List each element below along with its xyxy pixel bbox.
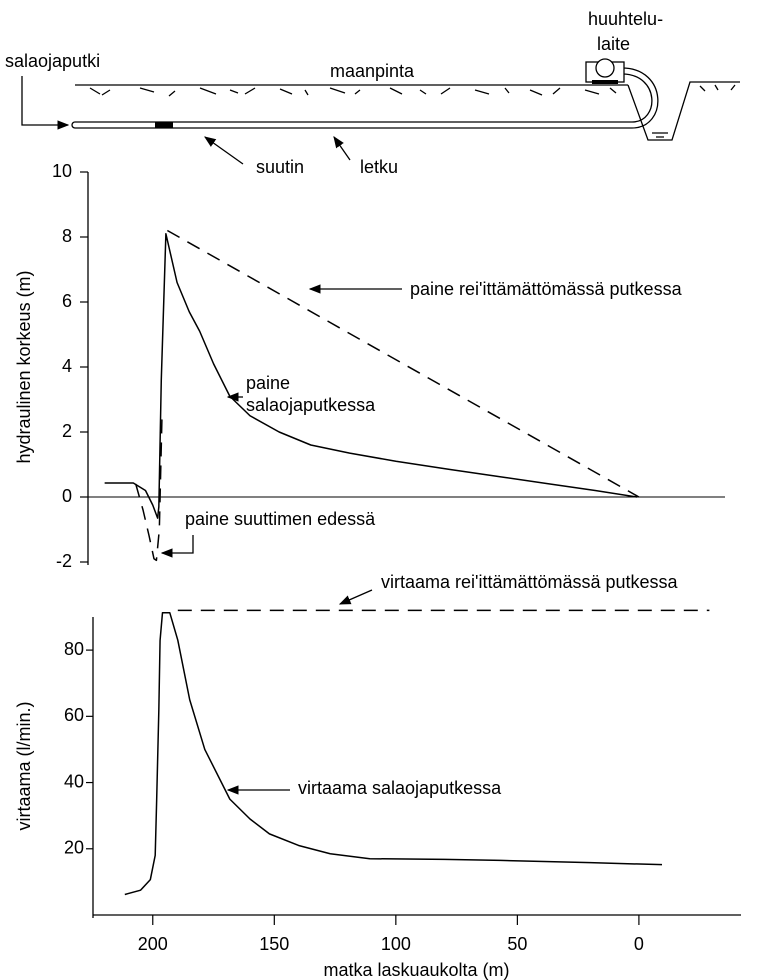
annotation-arrow	[338, 589, 373, 605]
data-line	[124, 611, 663, 896]
series-annotation: virtaama salaojaputkessa	[298, 778, 502, 798]
hose-loop	[621, 67, 659, 129]
pipe-label: salaojaputki	[5, 51, 100, 71]
data-line	[104, 233, 638, 519]
pipe-arrow	[21, 76, 70, 130]
y-axis-label: hydraulinen korkeus (m)	[14, 270, 34, 463]
field-diagram: salaojaputki maanpinta huuhtelu- laite s…	[5, 9, 740, 177]
x-tick-label: 50	[507, 934, 527, 954]
y-tick-label: 6	[62, 291, 72, 311]
nozzle	[155, 122, 173, 128]
y-tick-label: 4	[62, 356, 72, 376]
x-tick-label: 150	[259, 934, 289, 954]
series-annotation: paine suuttimen edessä	[185, 509, 376, 529]
y-tick-label: 20	[64, 838, 84, 858]
y-tick-label: 8	[62, 226, 72, 246]
series-annotation: paine rei'ittämättömässä putkessa	[410, 279, 683, 299]
y-tick-label: 2	[62, 421, 72, 441]
x-tick-label: 200	[138, 934, 168, 954]
y-tick-label: 80	[64, 639, 84, 659]
device-label: huuhtelu-	[588, 9, 663, 29]
hose-label: letku	[360, 157, 398, 177]
flushing-device	[585, 58, 625, 84]
data-line	[135, 415, 163, 562]
series-annotation: paine salaojaputkessa	[246, 373, 376, 415]
device-label: laite	[597, 34, 630, 54]
y-tick-label: 60	[64, 705, 84, 725]
y-tick-label: -2	[56, 551, 72, 571]
data-line	[166, 229, 640, 498]
x-axis-label: matka laskuaukolta (m)	[323, 960, 509, 980]
soil-hatching	[89, 84, 736, 97]
nozzle-label: suutin	[256, 157, 304, 177]
ground-label: maanpinta	[330, 61, 415, 81]
ditch	[627, 81, 740, 141]
y-tick-label: 10	[52, 161, 72, 181]
series-annotation: virtaama rei'ittämättömässä putkessa	[381, 572, 679, 592]
water-level	[652, 132, 668, 138]
nozzle-arrow	[204, 136, 244, 165]
y-tick-label: 0	[62, 486, 72, 506]
x-tick-label: 100	[381, 934, 411, 954]
x-tick-label: 0	[634, 934, 644, 954]
hose-arrow	[333, 136, 351, 161]
y-axis-label: virtaama (l/min.)	[14, 701, 34, 830]
y-tick-label: 40	[64, 771, 84, 791]
annotation-arrow	[160, 535, 194, 558]
